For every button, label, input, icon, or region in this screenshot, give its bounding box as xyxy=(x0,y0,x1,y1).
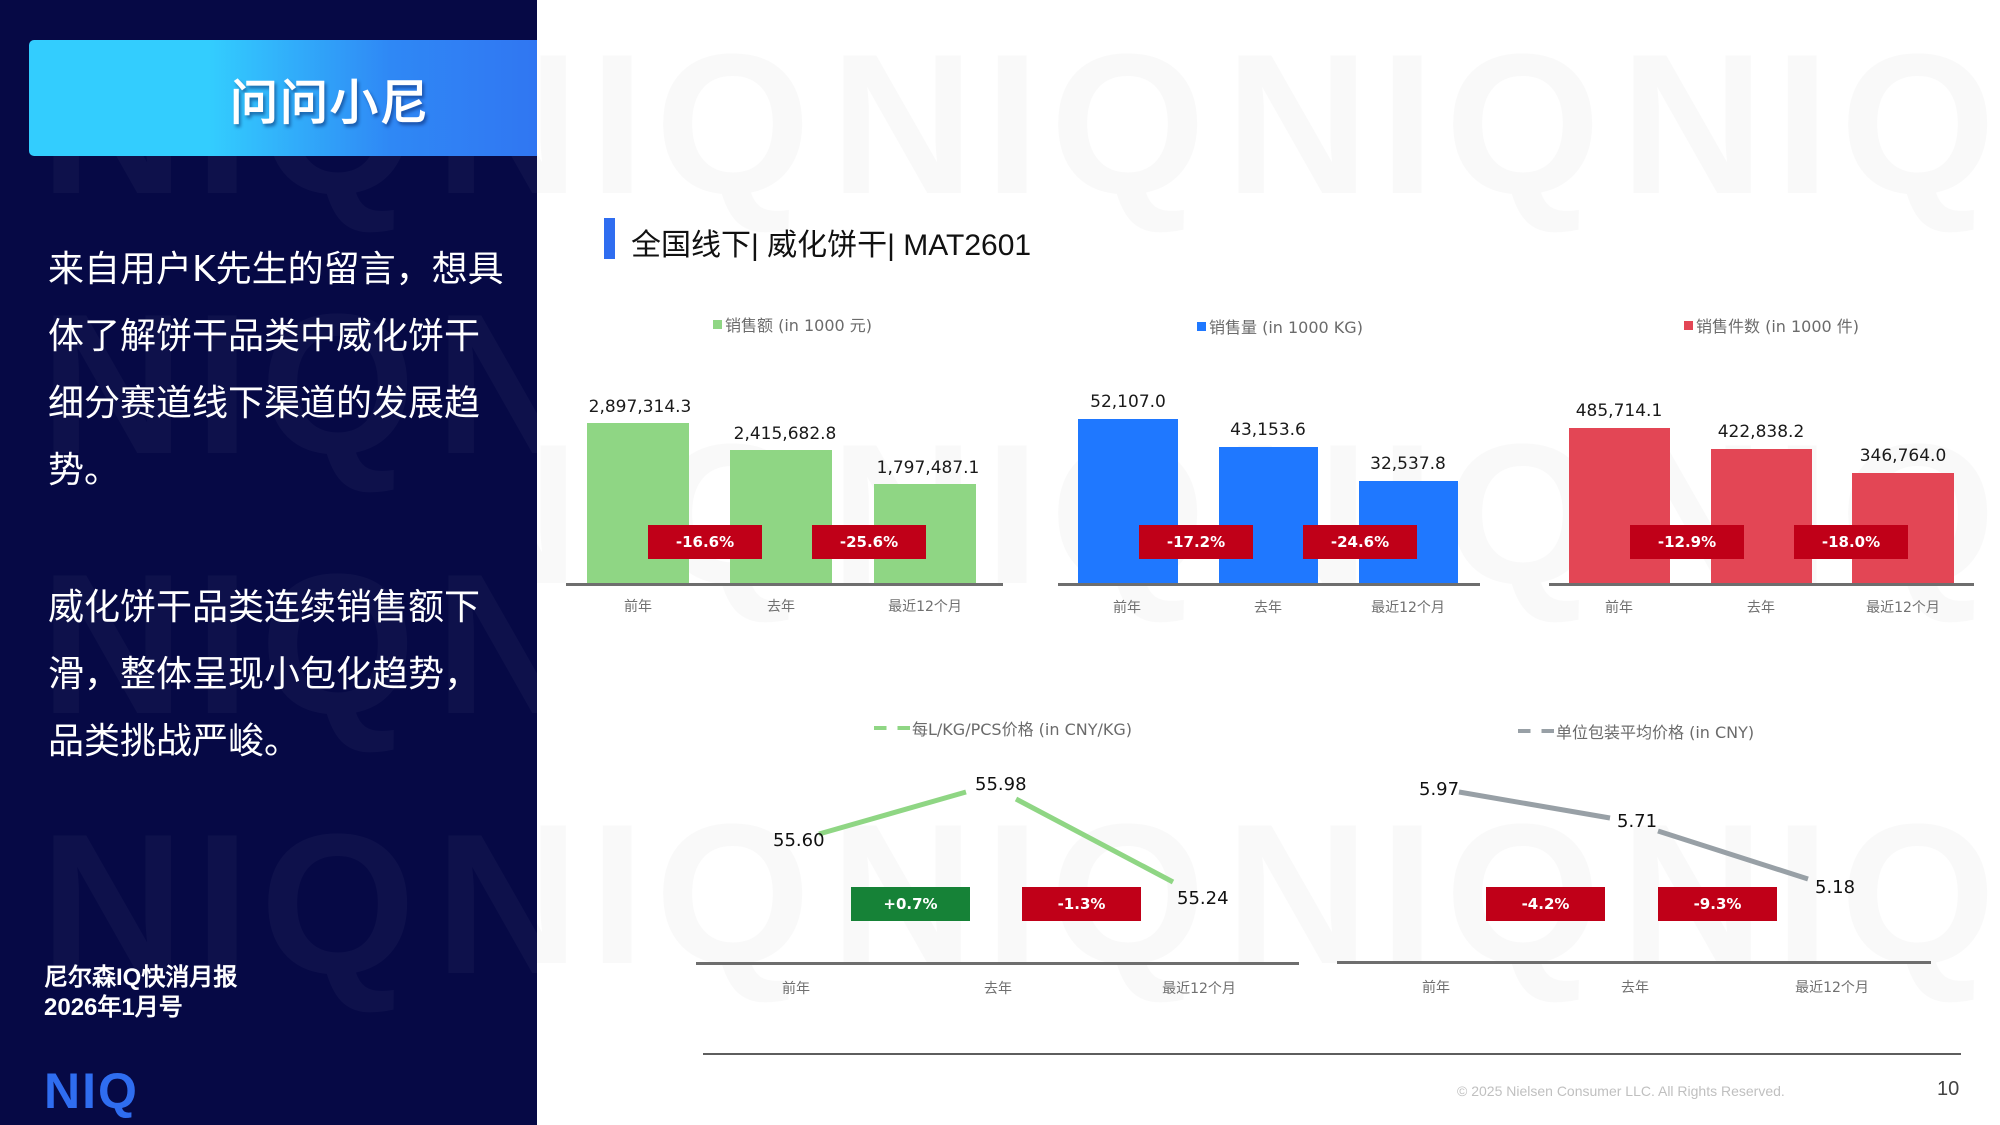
category-label: 最近12个月 xyxy=(888,599,962,615)
price-per-kg-line xyxy=(1014,796,1175,885)
footer-divider xyxy=(703,1053,1961,1055)
category-label: 最近12个月 xyxy=(1371,600,1445,616)
bar-value-label: 2,897,314.3 xyxy=(588,397,692,417)
change-badge: -25.6% xyxy=(812,525,926,559)
category-label: 去年 xyxy=(1747,600,1775,616)
report-info: 尼尔森IQ快消月报 2026年1月号 xyxy=(44,963,237,1023)
line-value-label: 5.18 xyxy=(1815,877,1856,898)
change-badge: -9.3% xyxy=(1658,887,1777,921)
pack-price-line xyxy=(1458,789,1611,821)
legend-dash-icon xyxy=(874,726,910,730)
x-axis xyxy=(1337,961,1931,964)
line-value-label: 5.97 xyxy=(1419,779,1460,800)
page-title: 全国线下| 威化饼干| MAT2601 xyxy=(631,229,1032,262)
answer-paragraph: 威化饼干品类连续销售额下滑，整体呈现小包化趋势，品类挑战严峻。 xyxy=(48,587,481,762)
legend-swatch-icon xyxy=(1684,320,1693,330)
legend-label: 销售件数 (in 1000 件) xyxy=(1696,317,1860,336)
price-per-kg-line xyxy=(818,789,967,837)
category-label: 前年 xyxy=(1113,600,1141,616)
change-badge: -4.2% xyxy=(1486,887,1605,921)
legend-swatch-icon xyxy=(713,319,722,329)
category-label: 前年 xyxy=(1605,600,1633,616)
bar xyxy=(1711,449,1812,584)
question-paragraph: 来自用户K先生的留言，想具体了解饼干品类中威化饼干细分赛道线下渠道的发展趋势。 xyxy=(48,249,504,491)
line-value-label: 5.71 xyxy=(1617,811,1658,832)
x-axis xyxy=(566,583,1003,586)
category-label: 最近12个月 xyxy=(1162,981,1236,997)
change-badge: -18.0% xyxy=(1794,525,1908,559)
line-value-label: 55.24 xyxy=(1177,888,1229,909)
bar-value-label: 43,153.6 xyxy=(1230,420,1306,440)
category-label: 去年 xyxy=(767,599,795,615)
category-label: 前年 xyxy=(1422,980,1450,996)
x-axis xyxy=(1058,583,1480,586)
change-badge: -24.6% xyxy=(1303,525,1417,559)
bar xyxy=(1078,419,1178,584)
legend-label: 每L/KG/PCS价格 (in CNY/KG) xyxy=(912,720,1133,739)
page-number: 10 xyxy=(1937,1078,1960,1100)
category-label: 最近12个月 xyxy=(1866,600,1940,616)
change-badge: -1.3% xyxy=(1022,887,1141,921)
legend-swatch-icon xyxy=(1197,321,1206,331)
bar xyxy=(587,423,689,584)
chart-legend: 销售额 (in 1000 元) xyxy=(713,312,872,336)
legend-label: 单位包装平均价格 (in CNY) xyxy=(1556,723,1755,742)
category-label: 最近12个月 xyxy=(1795,980,1869,996)
niq-logo: NIQ xyxy=(44,1063,139,1119)
bar xyxy=(730,450,832,584)
bar-value-label: 2,415,682.8 xyxy=(733,424,837,444)
title-banner: 问问小尼 xyxy=(29,40,537,156)
chart-legend: 每L/KG/PCS价格 (in CNY/KG) xyxy=(874,716,1132,740)
chart-legend: 单位包装平均价格 (in CNY) xyxy=(1518,719,1754,743)
change-badge: -17.2% xyxy=(1139,525,1253,559)
line-value-label: 55.60 xyxy=(773,830,825,851)
report-issue: 2026年1月号 xyxy=(44,994,183,1021)
change-badge: -12.9% xyxy=(1630,525,1744,559)
category-label: 前年 xyxy=(782,981,810,997)
category-label: 去年 xyxy=(1621,980,1649,996)
change-badge: -16.6% xyxy=(648,525,762,559)
title-accent-bar xyxy=(604,218,615,259)
bar-value-label: 346,764.0 xyxy=(1859,446,1947,466)
bar xyxy=(1569,428,1670,584)
bar-value-label: 52,107.0 xyxy=(1090,392,1166,412)
banner-title: 问问小尼 xyxy=(229,75,430,131)
report-name: 尼尔森IQ快消月报 xyxy=(44,964,238,991)
pack-price-line xyxy=(1657,828,1809,882)
category-label: 前年 xyxy=(624,599,652,615)
bar-value-label: 32,537.8 xyxy=(1370,454,1446,474)
bar xyxy=(1219,447,1318,584)
legend-dash-icon xyxy=(1518,729,1554,733)
category-label: 去年 xyxy=(1254,600,1282,616)
line-value-label: 55.98 xyxy=(975,774,1027,795)
x-axis xyxy=(696,962,1299,965)
copyright: © 2025 Nielsen Consumer LLC. All Rights … xyxy=(1457,1083,1785,1099)
sidebar: NIQNIQ NIQNIQ NIQNIQ NIQNIQ 问问小尼 来自用户K先生… xyxy=(0,0,537,1125)
chart-legend: 销售件数 (in 1000 件) xyxy=(1684,313,1859,337)
legend-label: 销售量 (in 1000 KG) xyxy=(1209,318,1363,337)
bar-value-label: 485,714.1 xyxy=(1575,401,1663,421)
bar-value-label: 1,797,487.1 xyxy=(876,458,980,478)
chart-legend: 销售量 (in 1000 KG) xyxy=(1197,314,1363,338)
category-label: 去年 xyxy=(984,981,1012,997)
bar-value-label: 422,838.2 xyxy=(1717,422,1805,442)
x-axis xyxy=(1549,583,1974,586)
change-badge: +0.7% xyxy=(851,887,970,921)
legend-label: 销售额 (in 1000 元) xyxy=(725,316,873,335)
